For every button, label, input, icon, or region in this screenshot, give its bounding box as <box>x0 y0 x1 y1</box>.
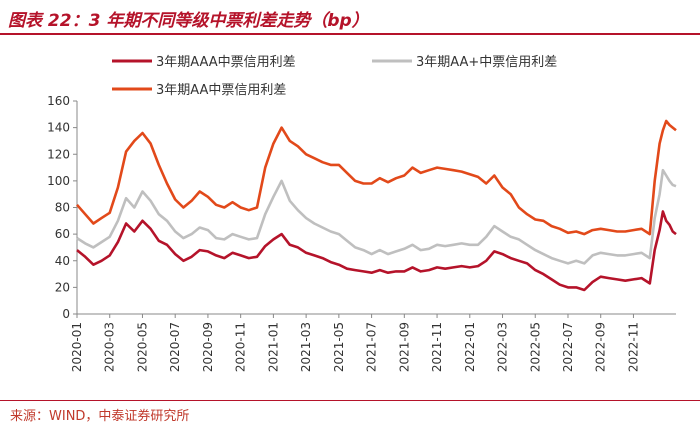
x-tick-label: 2020-05 <box>135 322 149 372</box>
x-tick-label: 2021-01 <box>266 322 280 372</box>
x-tick-label: 2022-05 <box>528 322 542 372</box>
x-tick-label: 2022-03 <box>496 322 510 372</box>
x-tick-label: 2020-07 <box>168 322 182 372</box>
x-tick-label: 2021-05 <box>332 322 346 372</box>
x-tick-label: 2022-09 <box>594 322 608 372</box>
y-tick-label: 100 <box>47 174 70 188</box>
x-tick-label: 2021-09 <box>397 322 411 372</box>
chart-title: 图表 22：3 年期不同等级中票利差走势（bp） <box>8 11 369 31</box>
footer-divider <box>0 400 700 401</box>
series-lines <box>76 119 677 292</box>
x-tick-label: 2020-09 <box>201 322 215 372</box>
x-tick-label: 2022-11 <box>626 322 640 372</box>
y-tick-label: 160 <box>47 94 70 108</box>
y-tick-label: 60 <box>55 227 70 241</box>
source-note: 来源：WIND，中泰证券研究所 <box>10 409 190 424</box>
y-tick-label: 120 <box>47 147 70 161</box>
x-axis: 2020-01 2020-03 2020-05 2020-07 2020-09 2020-… <box>70 313 676 372</box>
legend-label: 3年期AA+中票信用利差 <box>416 55 557 70</box>
x-tick-label: 2021-03 <box>299 322 313 372</box>
x-tick-label: 2022-01 <box>463 322 477 372</box>
x-tick-label: 2021-11 <box>430 322 444 372</box>
x-tick-label: 2020-03 <box>103 322 117 372</box>
x-tick-label: 2021-07 <box>365 322 379 372</box>
title-divider <box>0 33 700 35</box>
y-axis: 0 20 40 60 80 100 120 140 160 <box>47 94 78 321</box>
series-line-aa <box>76 119 677 236</box>
x-tick-label: 2020-01 <box>70 322 84 372</box>
y-tick-label: 40 <box>55 254 70 268</box>
x-tick-label: 2022-07 <box>561 322 575 372</box>
legend-label: 3年期AAA中票信用利差 <box>156 55 296 70</box>
y-tick-label: 20 <box>55 280 70 294</box>
y-tick-label: 140 <box>47 121 70 135</box>
y-tick-label: 80 <box>55 201 70 215</box>
x-tick-label: 2020-11 <box>234 322 248 372</box>
y-tick-label: 0 <box>62 307 70 321</box>
series-line-aaa <box>76 210 677 292</box>
legend-label: 3年期AA中票信用利差 <box>156 83 286 98</box>
series-line-aa-plus <box>76 168 677 265</box>
legend: 3年期AAA中票信用利差 3年期AA+中票信用利差 3年期AA中票信用利差 <box>112 55 557 98</box>
